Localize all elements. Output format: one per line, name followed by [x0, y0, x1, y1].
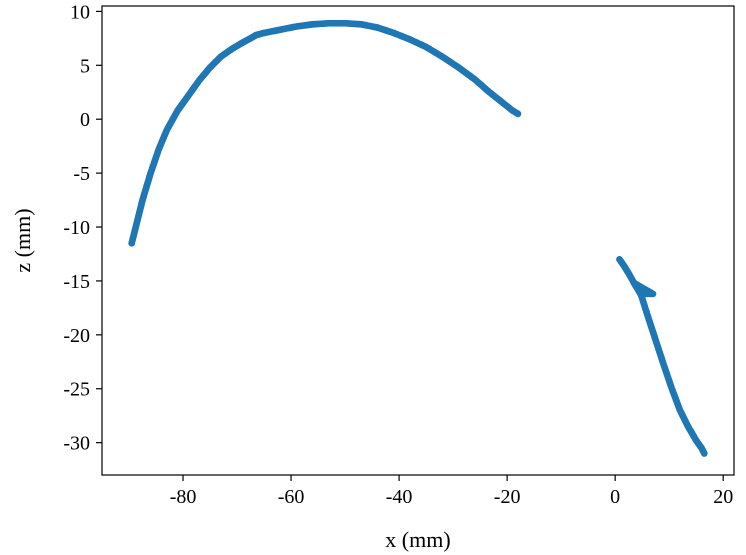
y-tick-label: 10 — [70, 1, 90, 23]
x-axis-ticks: -80 -60 -40 -20 0 20 — [170, 475, 733, 508]
plot-frame — [101, 5, 735, 476]
x-tick-label: 20 — [713, 486, 733, 508]
x-tick-label: 0 — [610, 486, 620, 508]
data-point — [700, 450, 708, 457]
y-tick-label: -10 — [63, 217, 90, 239]
series-1 — [128, 19, 522, 247]
x-axis-label: x (mm) — [385, 527, 450, 552]
data-point — [514, 110, 522, 118]
y-tick-label: -30 — [63, 433, 90, 455]
y-axis-label: z (mm) — [10, 208, 35, 272]
series-2 — [616, 255, 708, 457]
y-axis-ticks: 10 5 0 -5 -10 -15 -20 -25 -30 — [63, 1, 102, 455]
y-tick-label: -20 — [63, 325, 90, 347]
y-tick-label: 5 — [80, 55, 90, 77]
x-tick-label: -80 — [170, 486, 197, 508]
x-tick-label: -60 — [278, 486, 305, 508]
y-tick-label: 0 — [80, 109, 90, 131]
y-tick-label: -5 — [73, 163, 90, 185]
plot-area — [128, 19, 708, 457]
x-tick-label: -40 — [386, 486, 413, 508]
x-tick-label: -20 — [494, 486, 521, 508]
y-tick-label: -25 — [63, 379, 90, 401]
y-tick-label: -15 — [63, 271, 90, 293]
